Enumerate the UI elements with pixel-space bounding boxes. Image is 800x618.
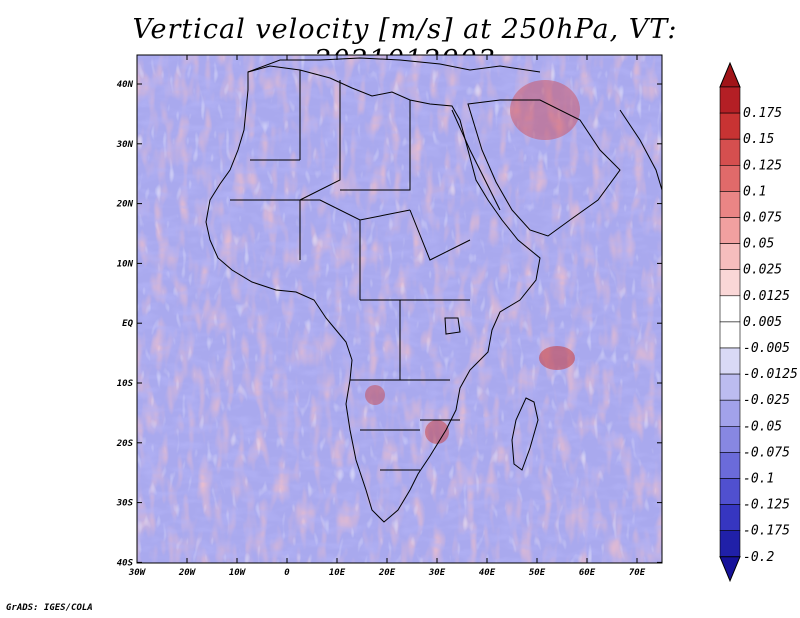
africa-coastline	[205, 65, 541, 523]
colorbar-swatch	[719, 86, 741, 114]
lon-label: 10W	[229, 568, 247, 578]
lon-axis: 30W 20W 10W 0 10E 20E 30E 40E 50E 60E 70E	[128, 55, 646, 578]
lat-label: EQ	[122, 319, 133, 329]
lake-victoria	[444, 317, 461, 335]
colorbar-label: 0.175	[743, 106, 782, 121]
colorbar: 0.175 0.15 0.125 0.1 0.075 0.05 0.025 0.0125 0.0…	[719, 61, 798, 583]
lat-label: 30S	[116, 499, 134, 509]
lat-label: 30N	[116, 140, 134, 150]
colorbar-label: -0.075	[743, 445, 790, 460]
colorbar-label: -0.025	[743, 393, 790, 408]
colorbar-label: -0.0125	[743, 367, 798, 382]
colorbar-label: 0.025	[743, 263, 782, 278]
lon-label: 60E	[579, 568, 596, 578]
colorbar-label: -0.1	[743, 472, 774, 487]
colorbar-label: -0.2	[743, 550, 774, 565]
colorbar-swatch	[719, 165, 741, 192]
colorbar-swatch	[719, 373, 741, 401]
country-boundaries	[230, 70, 471, 471]
colorbar-swatch	[719, 530, 741, 558]
colorbar-swatch	[719, 347, 741, 375]
colorbar-label: -0.005	[743, 341, 790, 356]
colorbar-label: 0.15	[743, 132, 774, 147]
colorbar-label: 0.0125	[743, 289, 790, 304]
colorbar-label: 0.005	[743, 315, 782, 330]
lat-label: 20S	[116, 439, 134, 449]
madagascar-coastline	[511, 397, 539, 471]
colorbar-swatch	[719, 269, 741, 297]
lon-label: 50E	[529, 568, 546, 578]
lat-axis: 40N 30N 20N 10N EQ 10S 20S 30S 40S	[116, 80, 662, 568]
colorbar-bottom-arrow	[719, 556, 741, 583]
lat-label: 10S	[117, 379, 134, 389]
colorbar-label: 0.125	[743, 158, 782, 173]
colorbar-swatch	[719, 138, 741, 166]
lat-label: 40S	[117, 558, 134, 568]
colorbar-label: -0.125	[743, 498, 790, 513]
colorbar-label: -0.175	[743, 524, 790, 539]
colorbar-swatch	[719, 321, 741, 349]
lon-label: 30E	[428, 568, 446, 578]
lat-label: 20N	[116, 200, 134, 210]
colorbar-swatch	[719, 452, 741, 479]
colorbar-label: 0.1	[743, 184, 766, 199]
colorbar-swatch	[719, 243, 741, 271]
lon-label: 70E	[629, 568, 646, 578]
europe-coastline	[247, 57, 541, 73]
lon-label: 0	[284, 568, 290, 578]
colorbar-swatch	[719, 399, 741, 427]
lon-label: 10E	[329, 568, 346, 578]
red-sea	[451, 109, 501, 211]
colorbar-label: 0.075	[743, 211, 782, 226]
colorbar-label: 0.05	[743, 237, 774, 252]
colorbar-swatch	[719, 425, 741, 453]
colorbar-swatch	[719, 478, 741, 505]
colorbar-top-arrow	[719, 61, 741, 88]
arabia-coastline	[467, 99, 621, 237]
colorbar-swatch	[719, 191, 741, 218]
lon-label: 20E	[378, 568, 396, 578]
colorbar-label: -0.05	[743, 419, 782, 434]
coastlines	[205, 57, 662, 523]
lat-label: 10N	[117, 259, 134, 269]
lon-label: 40E	[479, 568, 496, 578]
colorbar-swatch	[719, 112, 741, 140]
india-coastline	[619, 109, 662, 191]
lat-label: 40N	[117, 80, 134, 90]
colorbar-swatch	[719, 217, 741, 244]
grads-credit: GrADS: IGES/COLA	[6, 603, 93, 613]
lon-label: 30W	[128, 568, 147, 578]
colorbar-swatch	[719, 295, 741, 323]
colorbar-swatch	[719, 504, 741, 532]
lon-label: 20W	[178, 568, 197, 578]
map-frame	[136, 54, 663, 564]
